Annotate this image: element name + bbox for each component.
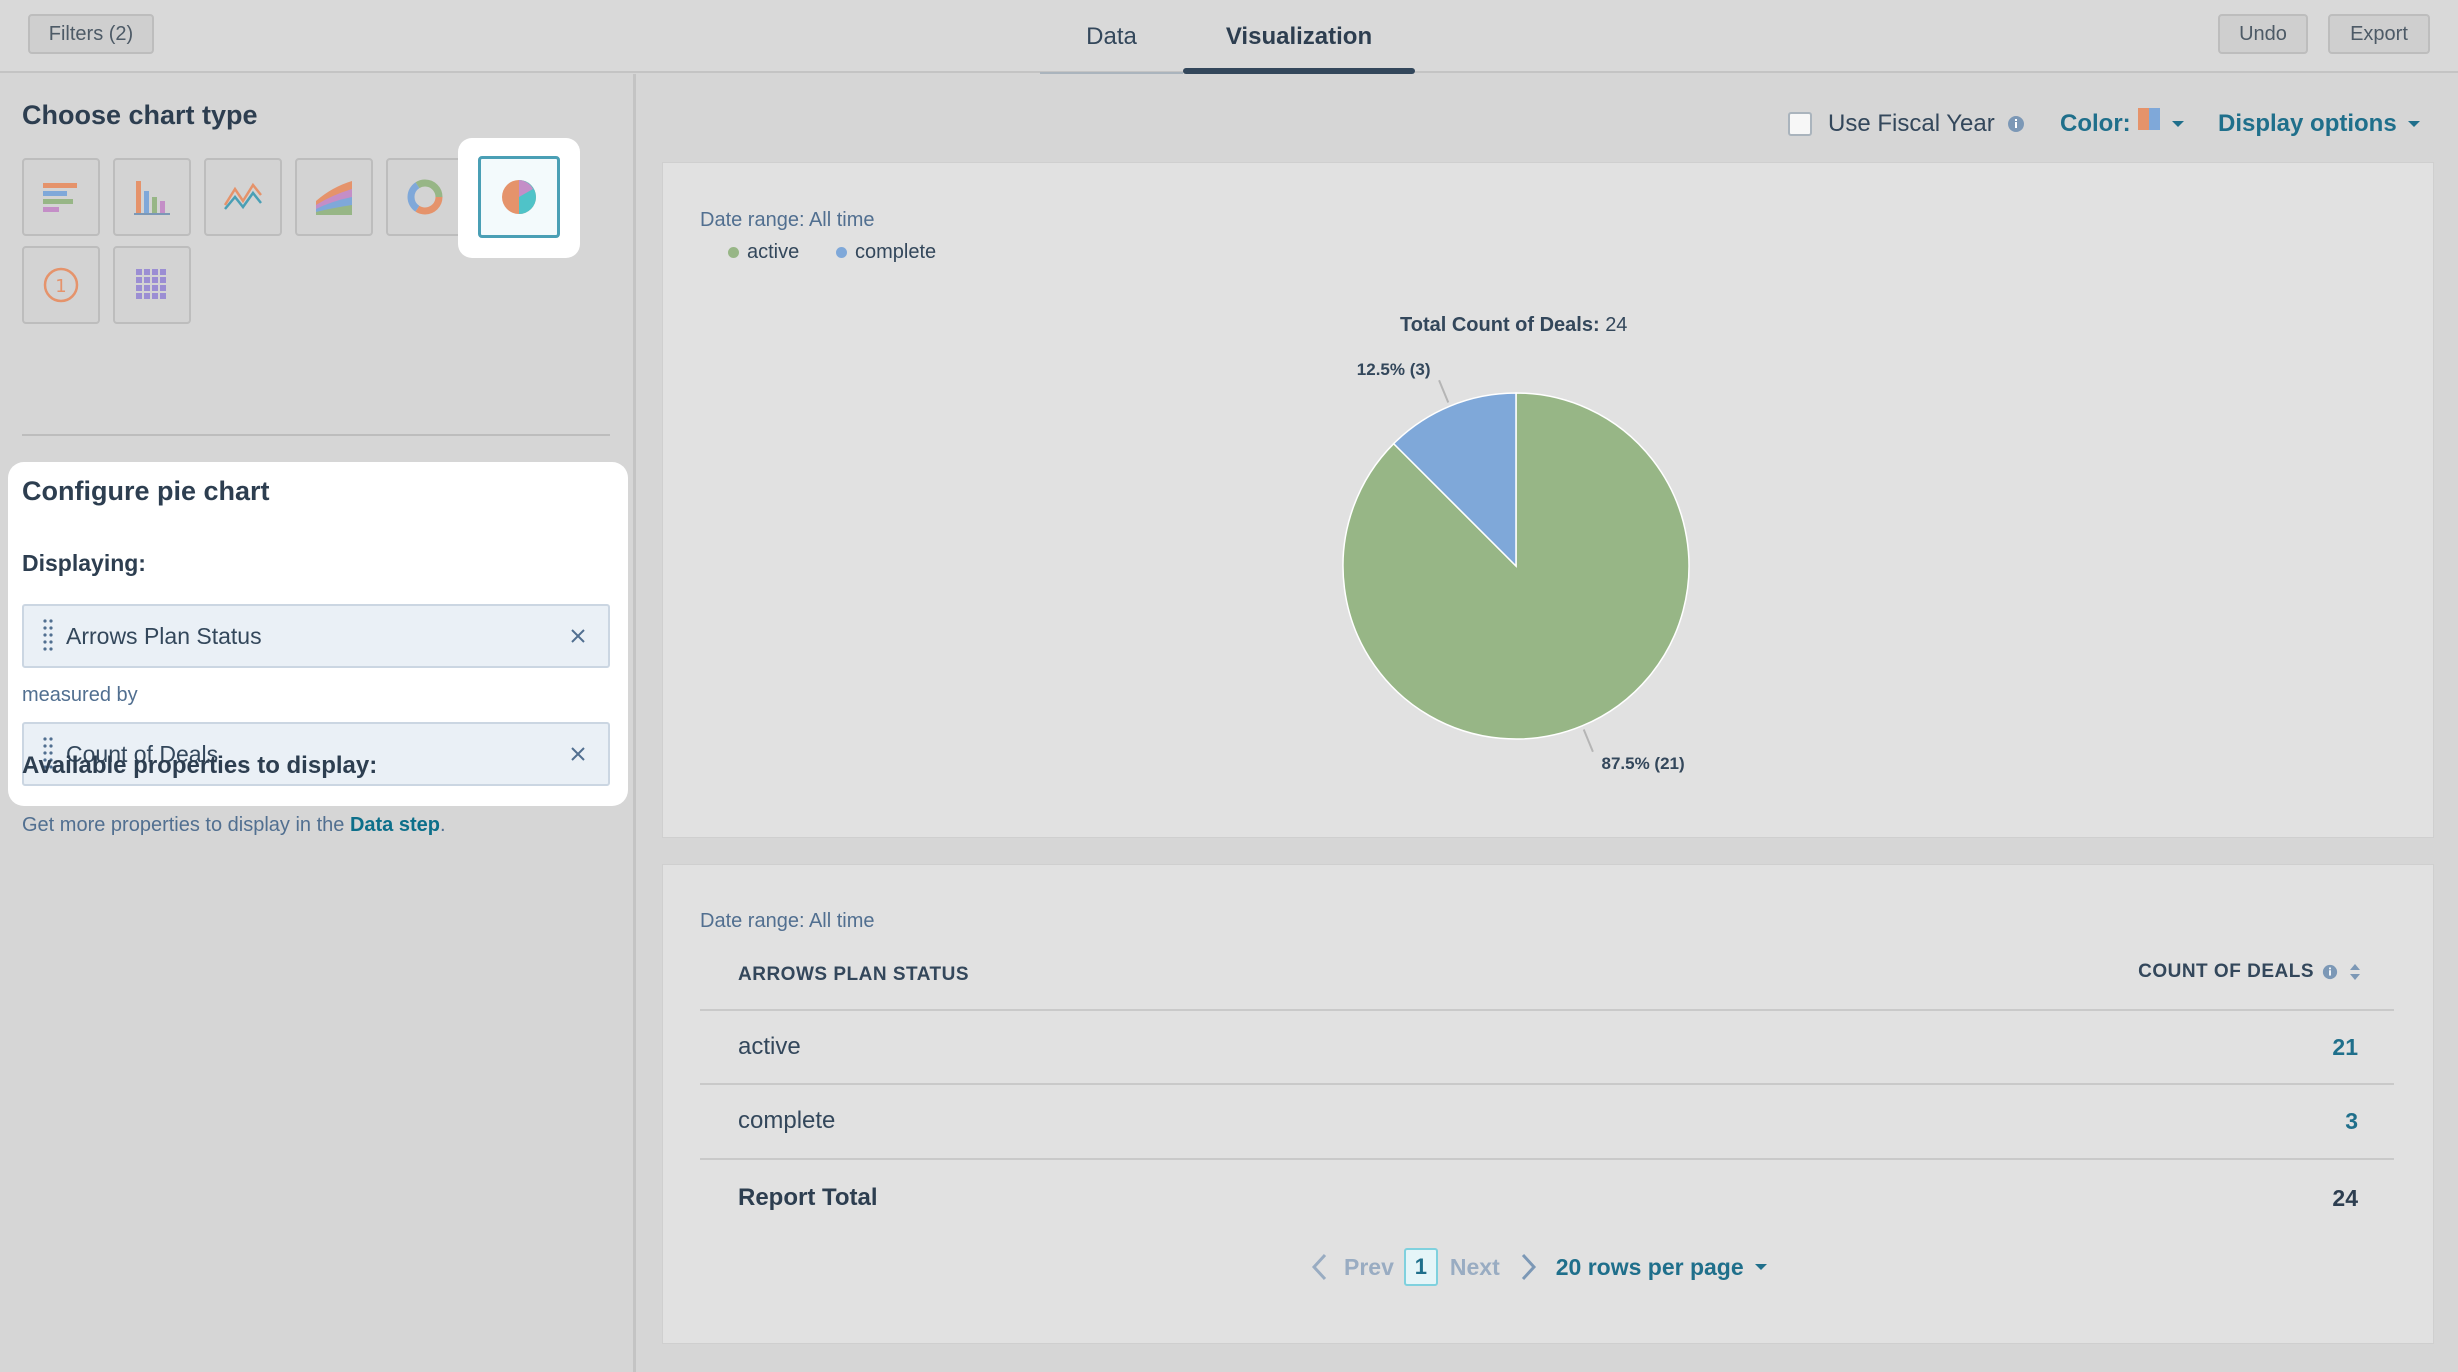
pie-chart-icon	[502, 180, 536, 214]
pie-chart: 87.5% (21) 12.5% (3)	[1342, 360, 1690, 773]
chart-type-kpi[interactable]: 1	[22, 246, 100, 324]
page-number-button[interactable]: 1	[1403, 1248, 1438, 1286]
chart-type-horizontal-bar[interactable]	[22, 158, 100, 236]
color-label: Color:	[2060, 110, 2131, 137]
pie-slice-complete[interactable]	[1392, 392, 1517, 568]
measure-property-text: Count of Deals	[66, 740, 219, 767]
color-swatch-icon	[2137, 108, 2160, 130]
report-total-value: 24	[2332, 1185, 2358, 1211]
chart-type-line[interactable]	[204, 158, 282, 236]
legend-dot-complete	[836, 247, 847, 258]
measured-by-label: measured by	[22, 684, 138, 706]
legend-dot-active	[728, 247, 739, 258]
top-bar: Filters (2) Data Visualization Undo Expo…	[0, 0, 2458, 74]
donut-chart-icon	[407, 179, 443, 215]
undo-button[interactable]: Undo	[2218, 14, 2308, 54]
table-row-value-link[interactable]: 3	[2345, 1108, 2358, 1134]
kpi-number-icon: 1	[43, 267, 79, 303]
chart-type-donut[interactable]	[386, 158, 464, 236]
report-total-label: Report Total	[738, 1184, 878, 1211]
svg-text:1: 1	[55, 276, 66, 297]
chart-config-panel: Choose chart type	[0, 74, 636, 1372]
displaying-property-pill[interactable]: Arrows Plan Status	[22, 604, 610, 668]
pie-slice-label: 87.5% (21)	[1602, 754, 1685, 773]
chevron-right-icon[interactable]	[1518, 1252, 1538, 1282]
chart-type-pie[interactable]	[478, 156, 560, 238]
area-chart-icon	[316, 181, 352, 215]
drag-handle-icon[interactable]	[36, 734, 60, 774]
info-icon[interactable]	[2007, 115, 2025, 133]
measure-property-pill[interactable]: Count of Deals	[22, 722, 610, 786]
legend-label-active: active	[747, 241, 800, 263]
fiscal-year-label: Use Fiscal Year	[1828, 110, 1995, 137]
configure-chart-box: Configure pie chart Displaying: Arrows P…	[8, 462, 628, 806]
pie-leader-line	[1438, 379, 1450, 403]
fiscal-year-checkbox[interactable]	[1788, 112, 1812, 136]
pie-slice-label: 12.5% (3)	[1357, 360, 1431, 379]
legend-item-complete[interactable]: complete	[836, 241, 936, 264]
pagination: Prev 1 Next 20 rows per page	[1310, 1248, 1768, 1286]
table-row-label: complete	[738, 1107, 836, 1134]
total-value: 24	[1605, 314, 1628, 336]
section-divider	[22, 434, 610, 436]
legend-item-active[interactable]: active	[728, 241, 799, 264]
line-chart-icon	[223, 182, 262, 210]
chevron-down-icon	[2407, 121, 2420, 127]
legend-label-complete: complete	[855, 241, 937, 263]
column-header-count-label: COUNT OF DEALS	[2138, 961, 2314, 982]
prev-page-button[interactable]: Prev	[1344, 1253, 1394, 1280]
chart-type-table[interactable]	[113, 246, 191, 324]
total-label: Total Count of Deals:	[1400, 314, 1600, 336]
column-header-count[interactable]: COUNT OF DEALS	[2138, 961, 2362, 983]
next-page-button[interactable]: Next	[1449, 1253, 1500, 1280]
displaying-label: Displaying:	[22, 550, 146, 576]
vertical-bar-chart-icon	[134, 181, 170, 215]
chart-type-area[interactable]	[295, 158, 373, 236]
table-card	[662, 864, 2434, 1344]
tab-data[interactable]: Data	[1086, 22, 1137, 50]
chart-date-range: Date range: All time	[700, 209, 875, 231]
info-icon[interactable]	[2322, 964, 2338, 980]
available-properties-help: Get more properties to display in the Da…	[22, 814, 446, 837]
remove-displaying-close-icon[interactable]	[558, 616, 598, 656]
color-control[interactable]: Color:	[2060, 100, 2185, 148]
export-button[interactable]: Export	[2328, 14, 2430, 54]
drag-handle-icon[interactable]	[36, 616, 60, 656]
table-date-range: Date range: All time	[700, 910, 875, 932]
filters-button[interactable]: Filters (2)	[28, 14, 154, 54]
column-header-status[interactable]: ARROWS PLAN STATUS	[738, 964, 970, 985]
chevron-down-icon	[1754, 1264, 1767, 1270]
help-text: Get more properties to display in the	[22, 814, 350, 836]
table-chart-icon	[136, 269, 166, 299]
data-step-link[interactable]: Data step	[349, 814, 440, 836]
tab-data-underline	[1040, 72, 1183, 74]
display-options-label: Display options	[2218, 110, 2397, 137]
table-divider	[700, 1083, 2394, 1085]
fiscal-year-control: Use Fiscal Year	[1788, 100, 2025, 148]
horizontal-bar-chart-icon	[43, 183, 77, 212]
rows-per-page-dropdown[interactable]: 20 rows per page	[1555, 1253, 1744, 1280]
display-options-dropdown[interactable]: Display options	[2218, 100, 2421, 148]
sort-icon[interactable]	[2348, 961, 2362, 983]
help-suffix: .	[439, 814, 446, 836]
tab-visualization[interactable]: Visualization	[1225, 22, 1373, 50]
configure-title: Configure pie chart	[22, 476, 270, 506]
pie-leader-line	[1582, 729, 1594, 753]
remove-measure-close-icon[interactable]	[558, 734, 598, 774]
table-divider	[700, 1009, 2394, 1011]
active-tab-indicator	[1183, 68, 1415, 74]
displaying-property-text: Arrows Plan Status	[66, 622, 262, 649]
table-row-value-link[interactable]: 21	[2332, 1034, 2358, 1060]
table-divider	[700, 1158, 2394, 1160]
chart-type-vertical-bar[interactable]	[113, 158, 191, 236]
available-properties-title: Available properties to display:	[22, 752, 378, 779]
chevron-left-icon[interactable]	[1310, 1252, 1330, 1282]
chart-total-title: Total Count of Deals: 24	[1400, 314, 1627, 337]
choose-chart-type-title: Choose chart type	[22, 100, 258, 130]
table-row-label: active	[738, 1033, 801, 1060]
chevron-down-icon	[2171, 121, 2184, 127]
